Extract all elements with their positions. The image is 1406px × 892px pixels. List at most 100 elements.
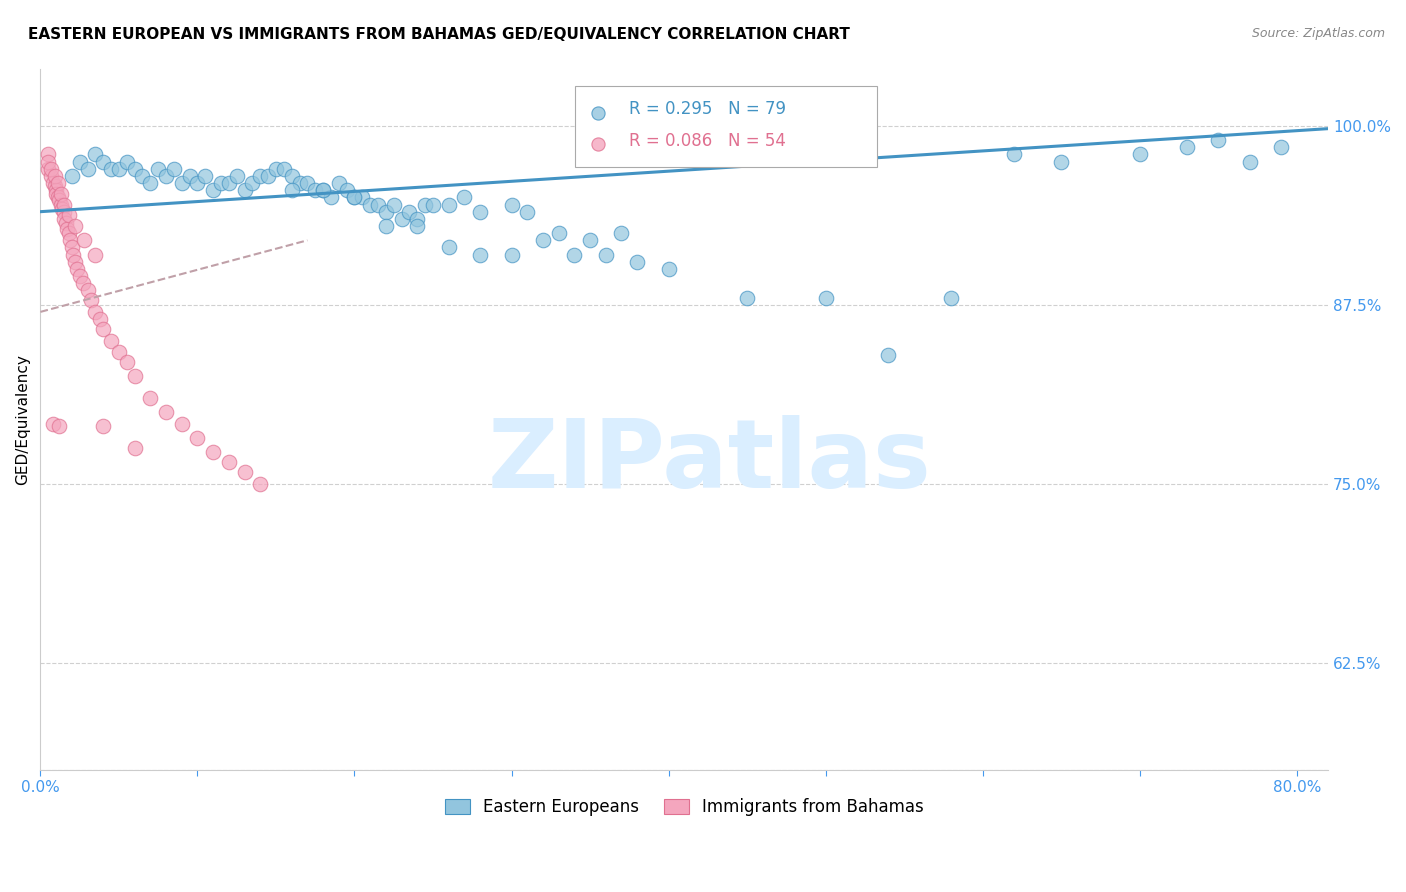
Point bbox=[131, 169, 153, 183]
Point bbox=[100, 161, 122, 176]
Point bbox=[115, 154, 138, 169]
Point bbox=[312, 183, 335, 197]
Text: ZIPatlas: ZIPatlas bbox=[488, 415, 932, 508]
Point bbox=[42, 176, 65, 190]
Point bbox=[84, 147, 107, 161]
Point bbox=[280, 169, 302, 183]
Point bbox=[59, 233, 82, 247]
Point bbox=[437, 240, 460, 254]
Point bbox=[179, 169, 201, 183]
Point bbox=[45, 187, 67, 202]
Text: Source: ZipAtlas.com: Source: ZipAtlas.com bbox=[1251, 27, 1385, 40]
Point bbox=[658, 262, 681, 277]
Point bbox=[319, 190, 342, 204]
Point bbox=[52, 197, 75, 211]
Point bbox=[72, 277, 94, 291]
Point bbox=[735, 291, 758, 305]
Point bbox=[877, 348, 900, 362]
Point bbox=[814, 291, 837, 305]
Point bbox=[163, 161, 186, 176]
Point bbox=[124, 369, 146, 384]
Point bbox=[52, 211, 75, 226]
Point bbox=[76, 284, 98, 298]
Point bbox=[41, 169, 63, 183]
Text: R = 0.295   N = 79: R = 0.295 N = 79 bbox=[628, 100, 786, 119]
Point bbox=[60, 240, 83, 254]
Point bbox=[1206, 133, 1229, 147]
Point bbox=[304, 183, 326, 197]
Point bbox=[595, 247, 617, 261]
Point bbox=[218, 455, 240, 469]
Legend: Eastern Europeans, Immigrants from Bahamas: Eastern Europeans, Immigrants from Baham… bbox=[436, 790, 932, 825]
Point bbox=[124, 161, 146, 176]
Point bbox=[89, 312, 111, 326]
Point bbox=[343, 190, 366, 204]
Point bbox=[516, 204, 538, 219]
Point bbox=[186, 176, 208, 190]
Point bbox=[48, 193, 70, 207]
Point bbox=[336, 183, 359, 197]
Point bbox=[941, 291, 963, 305]
Point bbox=[297, 176, 319, 190]
Point bbox=[49, 197, 72, 211]
Point bbox=[76, 161, 98, 176]
Point bbox=[44, 169, 66, 183]
Point bbox=[186, 431, 208, 445]
Point bbox=[312, 183, 335, 197]
Point bbox=[709, 273, 731, 287]
Point bbox=[1270, 140, 1292, 154]
Point bbox=[273, 161, 295, 176]
Point bbox=[63, 219, 86, 233]
Point bbox=[65, 262, 87, 277]
Point bbox=[56, 222, 79, 236]
Point bbox=[91, 419, 114, 434]
Point bbox=[562, 247, 585, 261]
Point bbox=[202, 445, 225, 459]
Point bbox=[62, 247, 84, 261]
Point bbox=[91, 322, 114, 336]
Point bbox=[58, 208, 80, 222]
Point bbox=[1129, 147, 1152, 161]
Point bbox=[79, 293, 101, 308]
Point bbox=[453, 190, 475, 204]
Point bbox=[48, 419, 70, 434]
Point bbox=[52, 204, 75, 219]
Point bbox=[46, 190, 69, 204]
Point bbox=[249, 169, 271, 183]
Point bbox=[209, 176, 232, 190]
Point bbox=[288, 176, 311, 190]
Point bbox=[202, 183, 225, 197]
Point bbox=[115, 355, 138, 369]
Text: EASTERN EUROPEAN VS IMMIGRANTS FROM BAHAMAS GED/EQUIVALENCY CORRELATION CHART: EASTERN EUROPEAN VS IMMIGRANTS FROM BAHA… bbox=[28, 27, 851, 42]
Point bbox=[124, 441, 146, 455]
Point bbox=[359, 197, 381, 211]
Point bbox=[37, 154, 59, 169]
Point bbox=[170, 176, 193, 190]
Point bbox=[709, 209, 731, 223]
Point bbox=[437, 197, 460, 211]
Point bbox=[501, 247, 523, 261]
Point bbox=[170, 417, 193, 431]
Point bbox=[108, 161, 131, 176]
Point bbox=[398, 204, 420, 219]
Point bbox=[413, 197, 436, 211]
Point bbox=[547, 226, 569, 240]
Point bbox=[155, 405, 177, 419]
Point bbox=[37, 161, 59, 176]
Point bbox=[367, 197, 389, 211]
Point bbox=[626, 254, 648, 268]
Point bbox=[37, 147, 59, 161]
Point bbox=[58, 226, 80, 240]
Point bbox=[422, 197, 444, 211]
Point bbox=[328, 176, 350, 190]
Point bbox=[51, 202, 73, 216]
Point bbox=[468, 247, 491, 261]
Point bbox=[468, 204, 491, 219]
Point bbox=[225, 169, 247, 183]
Point bbox=[46, 176, 69, 190]
Point bbox=[73, 233, 96, 247]
Point bbox=[242, 176, 264, 190]
Point bbox=[55, 216, 77, 230]
Point bbox=[233, 465, 256, 479]
Point bbox=[531, 233, 554, 247]
